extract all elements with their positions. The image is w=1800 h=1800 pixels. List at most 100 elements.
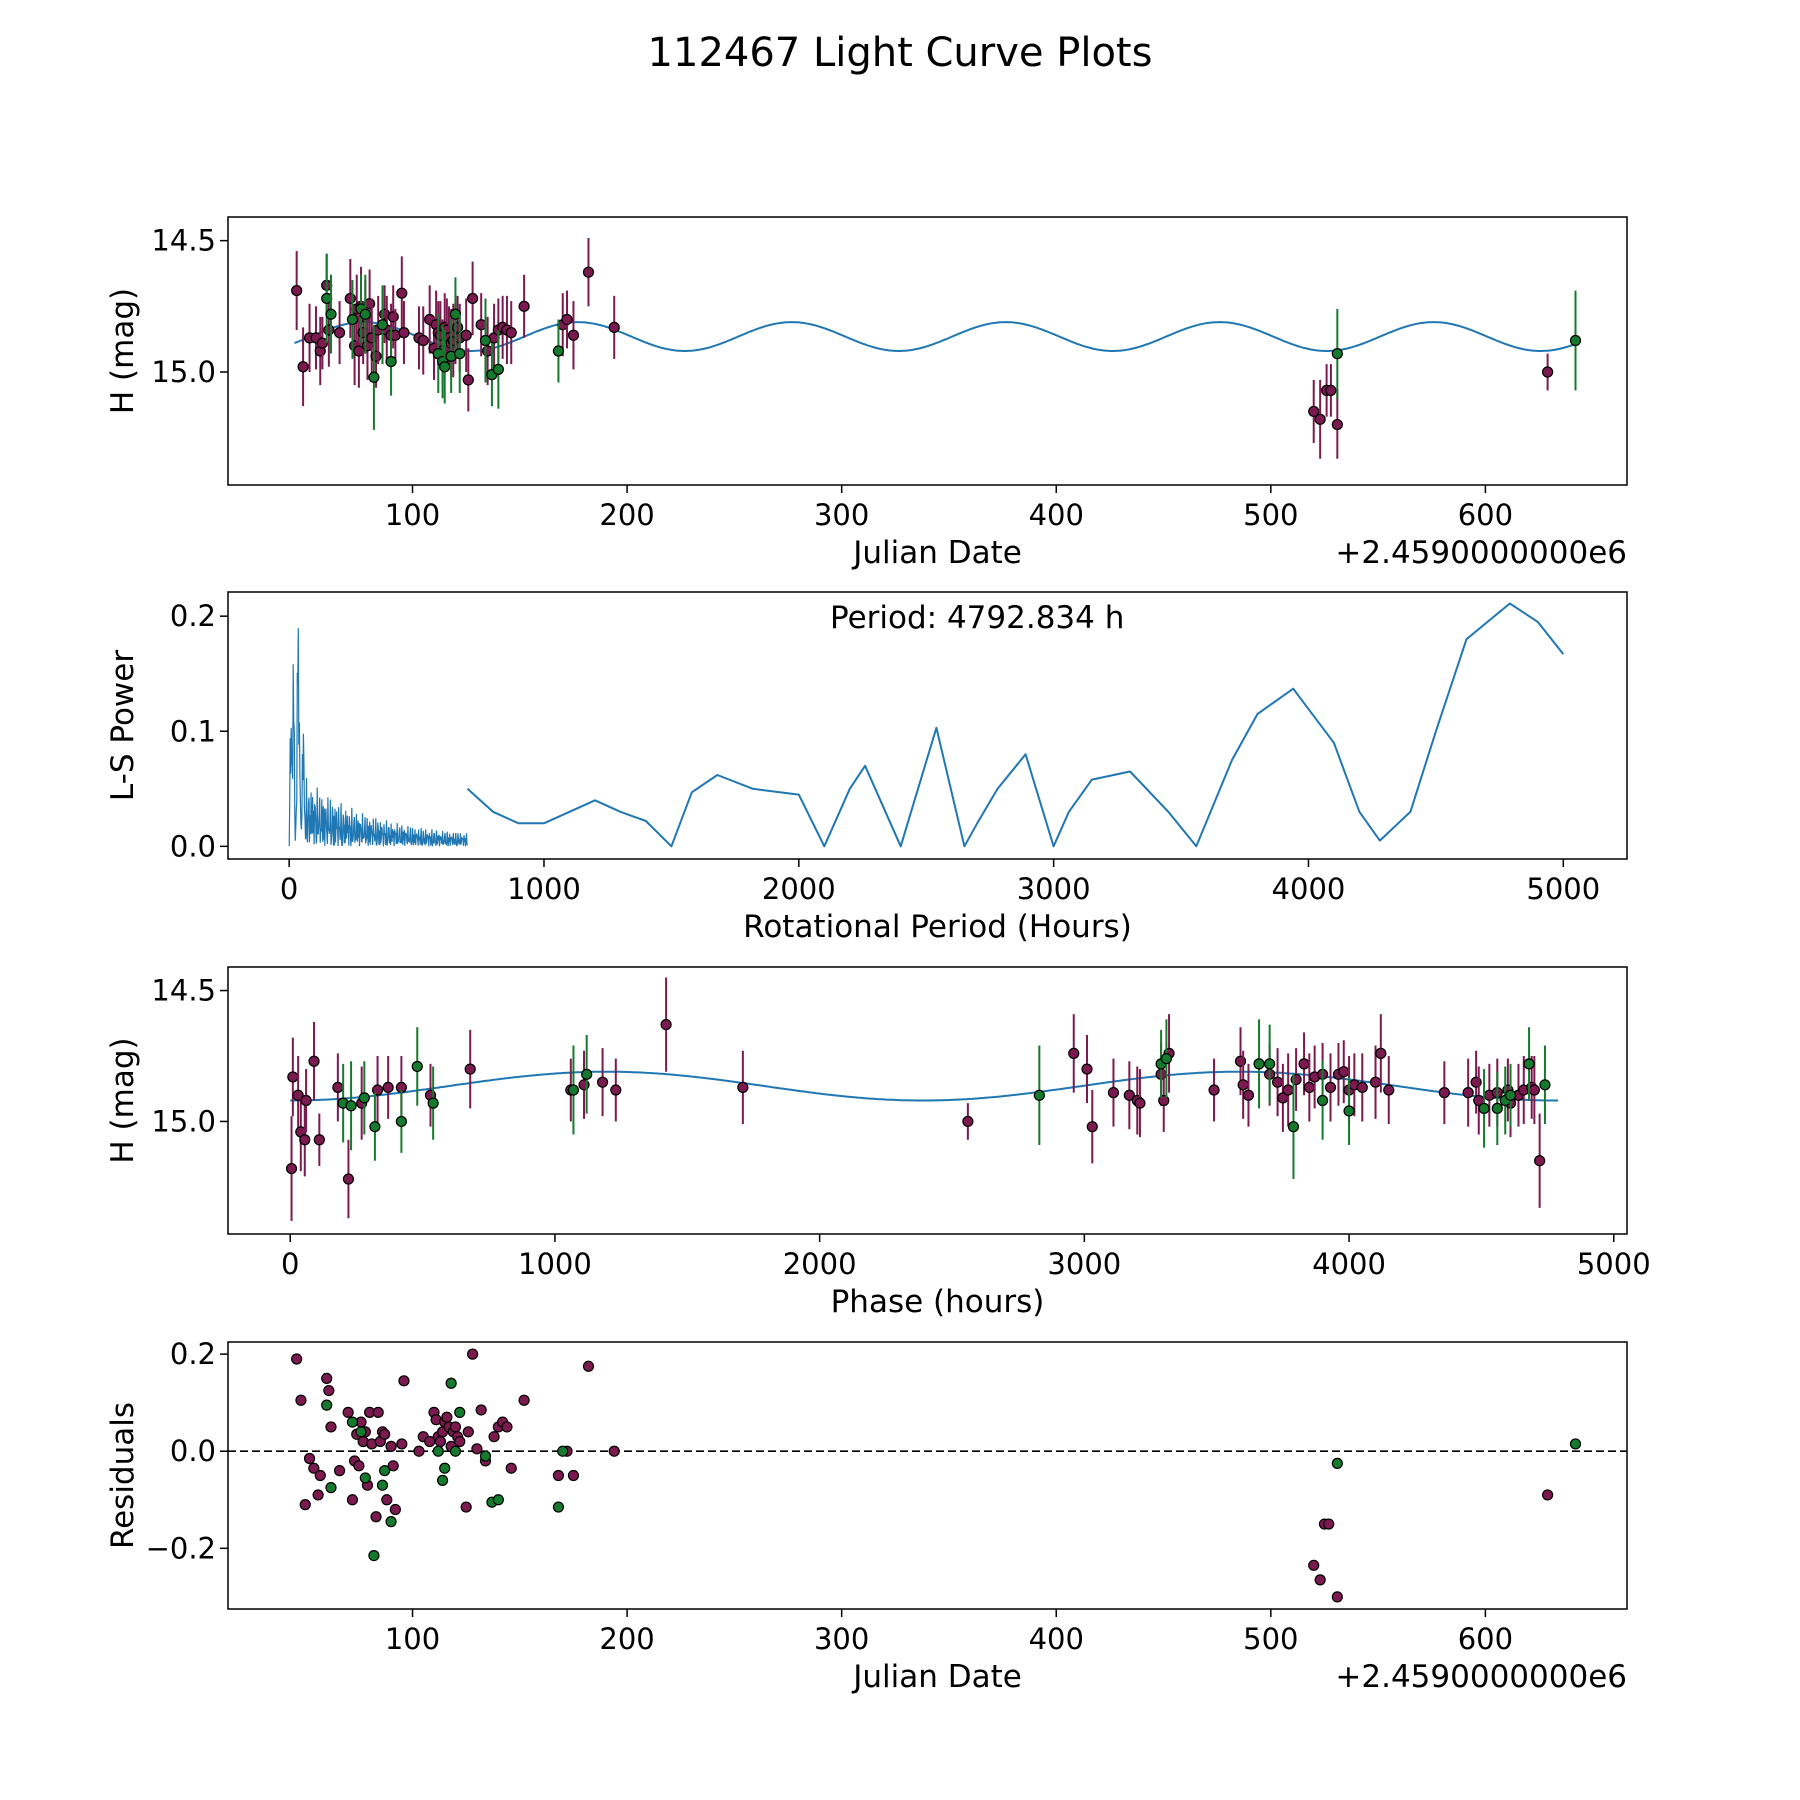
data-point [451, 321, 464, 333]
data-point [333, 327, 346, 339]
data-point [1160, 1053, 1173, 1065]
data-point [567, 1469, 580, 1482]
y-tick-label: −0.2 [146, 1531, 216, 1565]
periodogram-line [466, 602, 1565, 848]
x-tick-label: 2000 [762, 872, 836, 906]
y-axis-label: Residuals [105, 1402, 141, 1549]
data-point [291, 1353, 303, 1365]
data-point [308, 1055, 320, 1067]
data-point [1237, 1079, 1249, 1091]
data-point [291, 284, 303, 297]
data-point [1528, 1084, 1540, 1096]
data-point [353, 1460, 365, 1472]
data-point [299, 1134, 311, 1146]
data-point [325, 1482, 337, 1494]
data-point [346, 1416, 359, 1428]
data-point [557, 1445, 569, 1457]
x-tick-label: 300 [814, 498, 869, 532]
data-point [300, 1094, 312, 1107]
figure-title: 112467 Light Curve Plots [647, 30, 1153, 76]
x-axis-label: Julian Date [851, 1659, 1022, 1695]
data-point [385, 1440, 397, 1452]
x-tick-label: 200 [599, 1622, 654, 1656]
data-point [1282, 1084, 1294, 1096]
data-point [355, 1426, 367, 1438]
data-point [1271, 1076, 1284, 1088]
data-point [379, 1428, 391, 1440]
data-point [312, 1489, 324, 1501]
x-tick-label: 5000 [1577, 1247, 1651, 1281]
data-point [567, 329, 580, 341]
plot-area [285, 977, 1559, 1221]
data-point [1242, 1089, 1255, 1101]
data-point [372, 1406, 384, 1418]
y-tick-label: 14.5 [151, 224, 216, 258]
data-point [1491, 1102, 1503, 1114]
data-point [501, 1421, 513, 1433]
x-axis-label: Rotational Period (Hours) [743, 909, 1132, 945]
data-point [368, 371, 380, 383]
data-point [552, 1501, 565, 1513]
data-point [581, 1068, 593, 1080]
y-axis-label: H (mag) [105, 1037, 141, 1163]
data-point [370, 1511, 382, 1523]
data-point [387, 311, 399, 323]
plot-frame [227, 1341, 1628, 1610]
data-point [1542, 366, 1554, 378]
data-point [1086, 1121, 1098, 1133]
y-tick-label: 0.0 [170, 1434, 216, 1468]
x-tick-label: 3000 [1047, 1247, 1121, 1281]
data-point [610, 1084, 622, 1096]
data-point [1338, 1066, 1350, 1078]
data-point [381, 1494, 393, 1506]
data-point [382, 1081, 394, 1094]
data-point [454, 1435, 466, 1448]
data-point [1324, 1081, 1337, 1094]
data-point [479, 1450, 492, 1462]
data-point [439, 1462, 451, 1474]
data-point [1539, 1079, 1551, 1091]
data-point [1081, 1063, 1093, 1075]
data-point [471, 1443, 483, 1455]
data-point [488, 1431, 500, 1443]
plot-frame [227, 966, 1628, 1235]
data-point [396, 1438, 408, 1450]
x-tick-label: 3000 [1017, 872, 1091, 906]
data-point [1208, 1084, 1220, 1096]
data-point [1383, 1084, 1395, 1096]
data-point [427, 1097, 439, 1109]
x-axis-label: Phase (hours) [831, 1284, 1045, 1320]
data-point [1316, 1094, 1329, 1107]
data-point [1569, 1438, 1582, 1450]
x-tick-label: 4000 [1312, 1247, 1386, 1281]
data-point [285, 1162, 298, 1175]
data-point [660, 1018, 672, 1031]
data-point [308, 1462, 320, 1474]
data-point [596, 1076, 609, 1088]
data-point [395, 1115, 407, 1128]
period-annotation: Period: 4792.834 h [830, 600, 1124, 636]
data-point [1068, 1047, 1080, 1059]
data-point [413, 1445, 425, 1457]
data-point [441, 1411, 453, 1423]
data-point [1303, 1081, 1315, 1094]
y-tick-label: 0.2 [170, 599, 216, 633]
data-point [325, 1421, 337, 1433]
data-point [299, 1499, 311, 1511]
data-point [1462, 1087, 1474, 1099]
data-point [561, 313, 573, 326]
data-point [411, 1060, 423, 1073]
data-point [1298, 1058, 1310, 1070]
y-tick-label: 0.0 [170, 829, 216, 863]
data-point [962, 1115, 974, 1128]
x-tick-label: 600 [1458, 498, 1513, 532]
chart-light-curve: 100 200 300 400 500 600 14.5 15.0 Julian Date H (… [105, 216, 1628, 571]
x-tick-label: 100 [385, 498, 440, 532]
data-point [398, 1375, 410, 1387]
x-tick-label: 1000 [518, 1247, 592, 1281]
data-point [1356, 1081, 1368, 1094]
chart-phased-curve: 0 1000 2000 3000 4000 5000 14.5 15.0 Phase (hour… [105, 966, 1651, 1320]
data-point [518, 300, 530, 312]
data-point [424, 1435, 436, 1448]
data-point [1158, 1094, 1170, 1107]
